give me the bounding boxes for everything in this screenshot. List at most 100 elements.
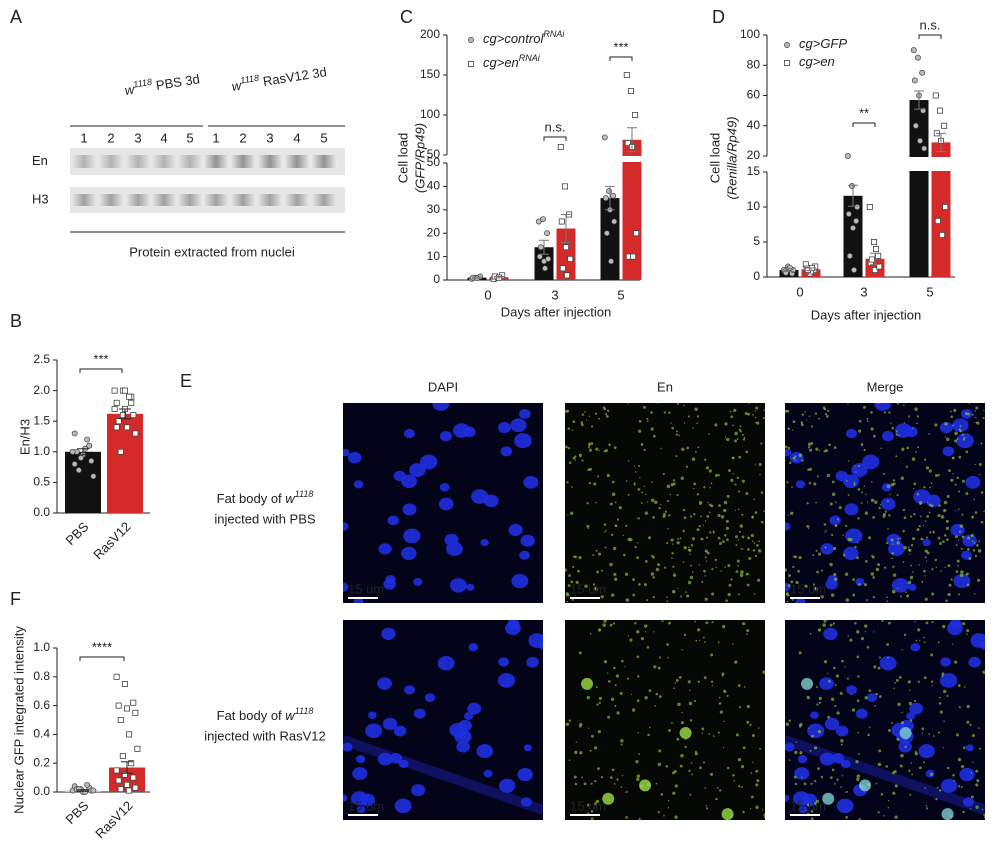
- signal-speck: [903, 529, 905, 531]
- signal-speck: [600, 569, 603, 572]
- signal-speck: [829, 502, 833, 506]
- band: [98, 155, 124, 168]
- signal-speck: [742, 810, 745, 814]
- signal-speck: [675, 455, 678, 458]
- y-tick-label: 20: [747, 148, 761, 162]
- nucleus: [439, 483, 450, 492]
- signal-speck: [627, 537, 632, 542]
- signal-speck: [846, 791, 849, 793]
- data-point: [113, 673, 120, 680]
- signal-speck: [665, 765, 669, 768]
- signal-speck: [644, 630, 647, 633]
- data-point: [564, 272, 571, 279]
- signal-speck: [973, 542, 976, 544]
- data-point: [115, 777, 122, 784]
- signal-speck: [651, 554, 653, 557]
- signal-speck: [730, 578, 733, 581]
- signal-speck: [680, 476, 684, 480]
- data-point: [563, 244, 570, 251]
- signal-speck: [603, 450, 606, 453]
- signal-speck: [677, 537, 679, 540]
- signal-speck: [958, 785, 961, 788]
- signal-speck: [833, 572, 837, 577]
- signal-speck: [888, 729, 891, 733]
- signal-speck: [578, 651, 582, 655]
- signal-speck: [794, 455, 797, 458]
- signal-speck: [723, 689, 727, 694]
- data-point: [122, 387, 129, 394]
- signal-speck: [592, 583, 596, 586]
- signal-speck: [926, 515, 930, 518]
- signal-speck: [955, 733, 960, 737]
- data-point: [121, 771, 128, 778]
- signal-speck: [902, 561, 905, 563]
- signal-speck: [587, 468, 591, 472]
- signal-speck: [583, 782, 587, 786]
- signal-speck: [916, 422, 918, 425]
- signal-speck: [652, 576, 655, 579]
- x-tick-label: PBS: [63, 798, 92, 827]
- nucleus: [505, 621, 521, 636]
- y-tick-label: 1.5: [33, 413, 50, 427]
- y-tick-label: 100: [740, 27, 760, 41]
- signal-speck: [834, 501, 837, 504]
- signal-speck: [858, 753, 861, 755]
- signal-speck: [631, 708, 636, 712]
- signal-speck: [572, 565, 575, 569]
- signal-speck: [749, 808, 752, 810]
- row-label-part: 1118: [295, 489, 314, 499]
- signal-speck: [914, 407, 918, 411]
- y-tick-label: 0: [433, 272, 440, 286]
- signal-speck: [603, 523, 607, 526]
- signal-speck: [829, 562, 833, 567]
- signal-speck: [788, 461, 792, 465]
- signal-speck: [747, 548, 750, 551]
- signal-speck: [810, 782, 813, 785]
- data-point: [610, 192, 617, 199]
- significance-label: **: [859, 105, 869, 120]
- signal-speck: [810, 810, 814, 813]
- scale-bar-label: 15 um: [348, 798, 384, 813]
- y-tick-label: 5: [753, 234, 760, 248]
- error-bar: [77, 448, 89, 456]
- nucleus: [353, 480, 364, 489]
- signal-speck: [762, 670, 765, 674]
- band: [151, 155, 177, 168]
- signal-speck: [866, 420, 869, 423]
- data-point: [111, 405, 118, 412]
- micrograph: 15 um: [785, 620, 985, 820]
- signal-speck: [710, 482, 713, 485]
- nucleus: [866, 693, 878, 703]
- signal-speck: [969, 723, 972, 726]
- signal-speck: [857, 517, 860, 520]
- signal-speck: [616, 518, 620, 521]
- signal-speck: [856, 699, 860, 703]
- signal-speck: [972, 549, 976, 552]
- signal-speck: [901, 648, 903, 651]
- data-point: [90, 787, 97, 794]
- signal-speck: [638, 753, 641, 755]
- blot-group-label-part: RasV12 3d: [258, 65, 327, 90]
- signal-speck: [679, 764, 683, 768]
- data-point: [911, 77, 918, 84]
- row-label: injected with RasV12: [204, 728, 325, 743]
- signal-speck: [717, 641, 720, 644]
- data-point: [932, 92, 939, 99]
- signal-speck: [710, 680, 714, 683]
- signal-speck: [937, 513, 941, 518]
- data-point: [866, 203, 873, 210]
- error-bar: [561, 213, 571, 244]
- signal-speck: [644, 696, 648, 700]
- y-tick-label: 0.0: [33, 505, 50, 519]
- signal-speck: [901, 711, 903, 714]
- band: [71, 155, 97, 168]
- significance-bracket: [543, 136, 567, 141]
- band: [257, 194, 283, 206]
- signal-speck: [700, 537, 703, 541]
- micrograph: 15 um: [343, 403, 543, 603]
- nucleus: [785, 794, 790, 802]
- signal-speck: [833, 782, 836, 785]
- signal-speck: [852, 593, 856, 597]
- signal-speck: [801, 459, 804, 462]
- signal-speck: [963, 436, 966, 439]
